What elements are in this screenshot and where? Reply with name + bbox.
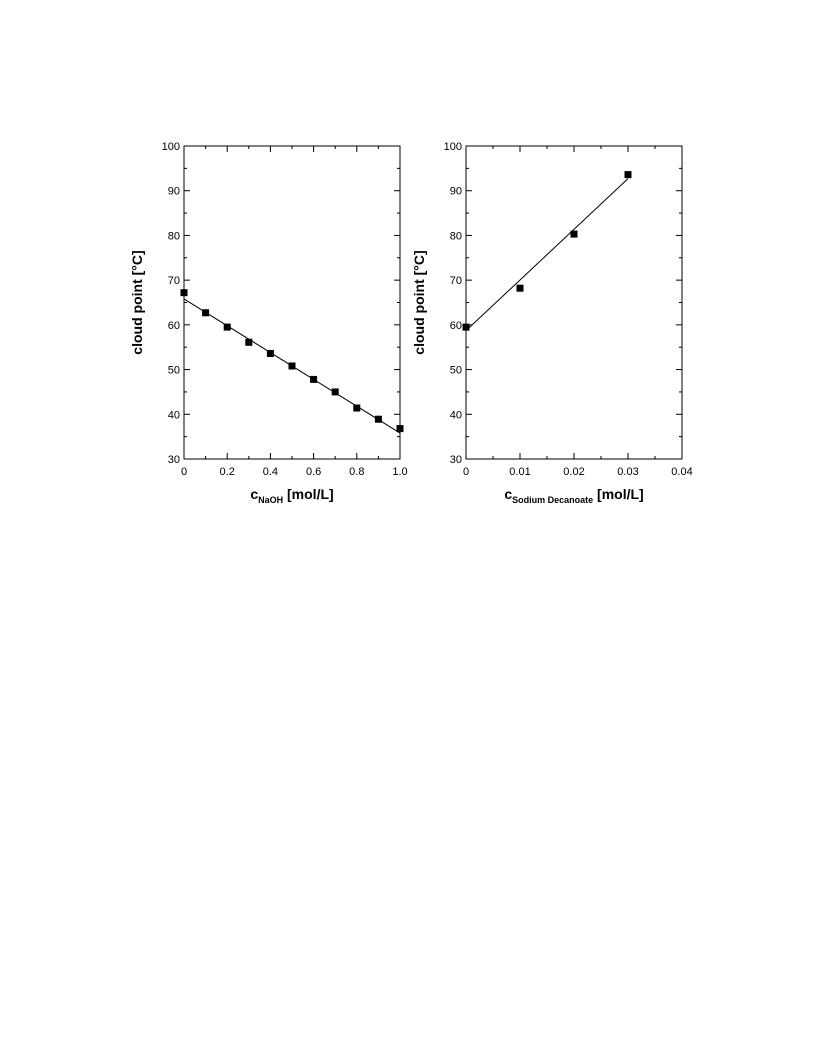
plot-frame: [183, 145, 401, 460]
y-tick-label: 80: [168, 230, 180, 242]
x-axis-title: cNaOH [mol/L]: [250, 486, 333, 505]
data-point: [266, 349, 274, 357]
x-tick-label: 0.6: [306, 466, 321, 478]
y-tick-label: 70: [450, 275, 462, 287]
y-axis-title: cloud point [°C]: [129, 250, 145, 354]
x-axis-title-main: c: [250, 486, 258, 502]
data-point: [624, 171, 632, 179]
data-point: [180, 289, 188, 297]
x-axis-title-subscript: Sodium Decanoate: [512, 495, 593, 505]
x-tick-label: 0.8: [349, 466, 364, 478]
y-tick-label: 40: [450, 409, 462, 421]
data-point: [202, 309, 210, 317]
x-tick-label: 0.2: [220, 466, 235, 478]
y-tick-label: 60: [168, 320, 180, 332]
data-point: [353, 404, 361, 412]
x-tick-label: 0.4: [263, 466, 278, 478]
data-point: [245, 338, 253, 346]
y-tick-label: 50: [168, 365, 180, 377]
x-tick-label: 0: [463, 466, 469, 478]
data-point: [223, 323, 231, 331]
x-tick-label: 0.04: [671, 466, 692, 478]
data-point: [288, 362, 296, 370]
x-axis-title-unit: [mol/L]: [593, 486, 644, 502]
y-tick-label: 70: [168, 275, 180, 287]
x-axis-title-unit: [mol/L]: [283, 486, 334, 502]
y-tick-label: 90: [450, 186, 462, 198]
y-tick-label: 60: [450, 320, 462, 332]
y-tick-label: 80: [450, 230, 462, 242]
y-tick-label: 100: [444, 141, 462, 153]
data-point: [374, 415, 382, 423]
data-point: [396, 425, 404, 433]
x-tick-label: 0.01: [509, 466, 530, 478]
fit-line: [465, 178, 629, 332]
y-tick-label: 30: [450, 454, 462, 466]
plot-frame: [465, 145, 683, 460]
data-point: [310, 375, 318, 383]
y-tick-label: 50: [450, 365, 462, 377]
x-axis-title-main: c: [504, 486, 512, 502]
y-tick-label: 30: [168, 454, 180, 466]
y-tick-label: 90: [168, 186, 180, 198]
y-tick-label: 100: [162, 141, 180, 153]
y-tick-label: 40: [168, 409, 180, 421]
data-point: [570, 230, 578, 238]
data-point: [516, 284, 524, 292]
x-axis-title: cSodium Decanoate [mol/L]: [504, 486, 643, 505]
x-axis-title-subscript: NaOH: [258, 495, 283, 505]
x-tick-label: 1.0: [392, 466, 407, 478]
chart-2: 0 0.01 0.02 0.03 0.04 30 40 50 60 70 80 90 100 cSodiu…: [411, 141, 693, 505]
x-tick-label: 0: [181, 466, 187, 478]
data-point: [462, 323, 470, 331]
data-point: [331, 388, 339, 396]
x-tick-label: 0.03: [617, 466, 638, 478]
x-tick-label: 0.02: [563, 466, 584, 478]
chart-1: 0 0.2 0.4 0.6 0.8 1.0 30 40 50 60 70 80 90 100 cNaOH […: [129, 141, 408, 505]
y-axis-title: cloud point [°C]: [411, 250, 427, 354]
